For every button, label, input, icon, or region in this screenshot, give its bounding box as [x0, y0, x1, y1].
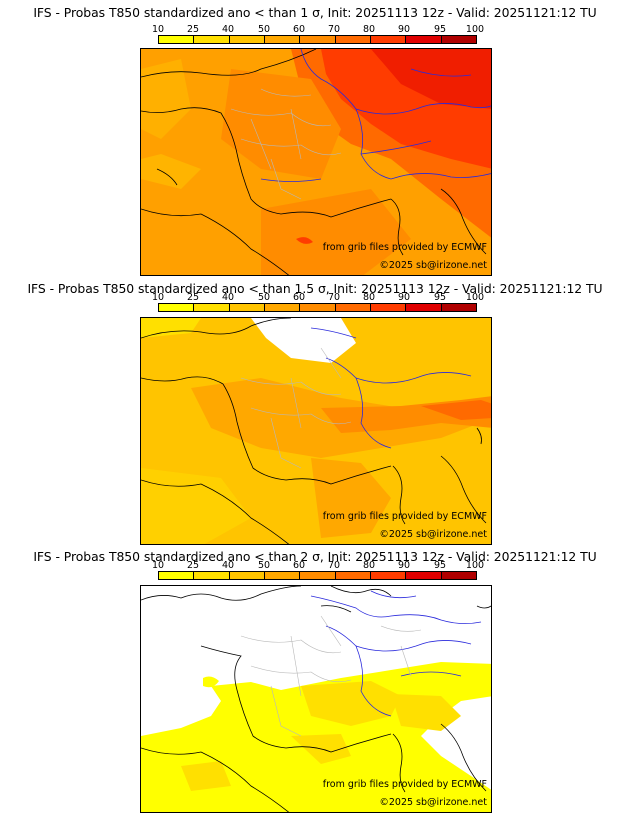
- colorbar: [158, 571, 477, 580]
- map-panel-1-5sigma: IFS - Probas T850 standardized ano < tha…: [0, 268, 630, 548]
- credit-source: from grib files provided by ECMWF: [322, 242, 487, 253]
- tick-label: 60: [292, 560, 306, 571]
- map-canvas: [141, 318, 491, 544]
- colorbar-segment: [441, 572, 476, 579]
- tick-label: 100: [465, 24, 485, 35]
- colorbar-segment: [229, 36, 265, 43]
- tick-label: 50: [257, 560, 271, 571]
- tick-label: 100: [465, 292, 485, 303]
- tick-label: 80: [362, 292, 376, 303]
- tick-label: 70: [327, 24, 341, 35]
- probability-map: from grib files provided by ECMWF ©2025 …: [140, 317, 492, 545]
- tick-label: 10: [151, 292, 165, 303]
- colorbar-segment: [406, 304, 442, 311]
- colorbar: [158, 303, 477, 312]
- tick-label: 10: [151, 24, 165, 35]
- colorbar-segment: [264, 36, 301, 43]
- colorbar-segment: [300, 36, 336, 43]
- tick-label: 80: [362, 24, 376, 35]
- tick-label: 40: [221, 560, 235, 571]
- colorbar-segment: [370, 36, 407, 43]
- tick-label: 25: [186, 292, 200, 303]
- map-canvas: [141, 49, 491, 275]
- colorbar-segment: [229, 572, 265, 579]
- colorbar-ticks: 10 25 40 50 60 70 80 90 95 100: [152, 292, 484, 303]
- tick-label: 90: [397, 24, 411, 35]
- tick-label: 10: [151, 560, 165, 571]
- colorbar-segment: [406, 572, 442, 579]
- colorbar-segment: [194, 572, 230, 579]
- probability-map: from grib files provided by ECMWF ©2025 …: [140, 585, 492, 813]
- tick-label: 40: [221, 292, 235, 303]
- tick-label: 40: [221, 24, 235, 35]
- tick-label: 50: [257, 24, 271, 35]
- colorbar-segment: [229, 304, 265, 311]
- credit-source: from grib files provided by ECMWF: [322, 511, 487, 522]
- colorbar-segment: [159, 36, 195, 43]
- tick-label: 25: [186, 24, 200, 35]
- credit-source: from grib files provided by ECMWF: [322, 779, 487, 790]
- tick-label: 100: [465, 560, 485, 571]
- colorbar-segment: [264, 572, 301, 579]
- colorbar-segment: [370, 304, 407, 311]
- colorbar-segment: [441, 304, 476, 311]
- map-canvas: [141, 586, 491, 812]
- map-panel-1sigma: IFS - Probas T850 standardized ano < tha…: [0, 0, 630, 280]
- colorbar: [158, 35, 477, 44]
- map-panel-2sigma: IFS - Probas T850 standardized ano < tha…: [0, 536, 630, 828]
- credit-copyright: ©2025 sb@irizone.net: [379, 797, 487, 808]
- colorbar-ticks: 10 25 40 50 60 70 80 90 95 100: [152, 24, 484, 35]
- tick-label: 80: [362, 560, 376, 571]
- tick-label: 25: [186, 560, 200, 571]
- colorbar-segment: [159, 572, 195, 579]
- colorbar-segment: [406, 36, 442, 43]
- tick-label: 95: [433, 24, 447, 35]
- colorbar-segment: [335, 36, 371, 43]
- tick-label: 70: [327, 560, 341, 571]
- colorbar-ticks: 10 25 40 50 60 70 80 90 95 100: [152, 560, 484, 571]
- colorbar-segment: [264, 304, 301, 311]
- panel-title: IFS - Probas T850 standardized ano < tha…: [33, 549, 597, 564]
- probability-map: from grib files provided by ECMWF ©2025 …: [140, 48, 492, 276]
- colorbar-segment: [300, 304, 336, 311]
- tick-label: 50: [257, 292, 271, 303]
- colorbar-segment: [370, 572, 407, 579]
- colorbar-segment: [441, 36, 476, 43]
- tick-label: 70: [327, 292, 341, 303]
- credit-copyright: ©2025 sb@irizone.net: [379, 260, 487, 271]
- colorbar-segment: [335, 572, 371, 579]
- tick-label: 90: [397, 560, 411, 571]
- colorbar-segment: [159, 304, 195, 311]
- colorbar-segment: [335, 304, 371, 311]
- credit-copyright: ©2025 sb@irizone.net: [379, 529, 487, 540]
- panel-title: IFS - Probas T850 standardized ano < tha…: [27, 281, 603, 296]
- colorbar-segment: [194, 304, 230, 311]
- tick-label: 95: [433, 560, 447, 571]
- tick-label: 60: [292, 292, 306, 303]
- tick-label: 95: [433, 292, 447, 303]
- panel-title: IFS - Probas T850 standardized ano < tha…: [33, 5, 597, 20]
- tick-label: 60: [292, 24, 306, 35]
- colorbar-segment: [300, 572, 336, 579]
- colorbar-segment: [194, 36, 230, 43]
- tick-label: 90: [397, 292, 411, 303]
